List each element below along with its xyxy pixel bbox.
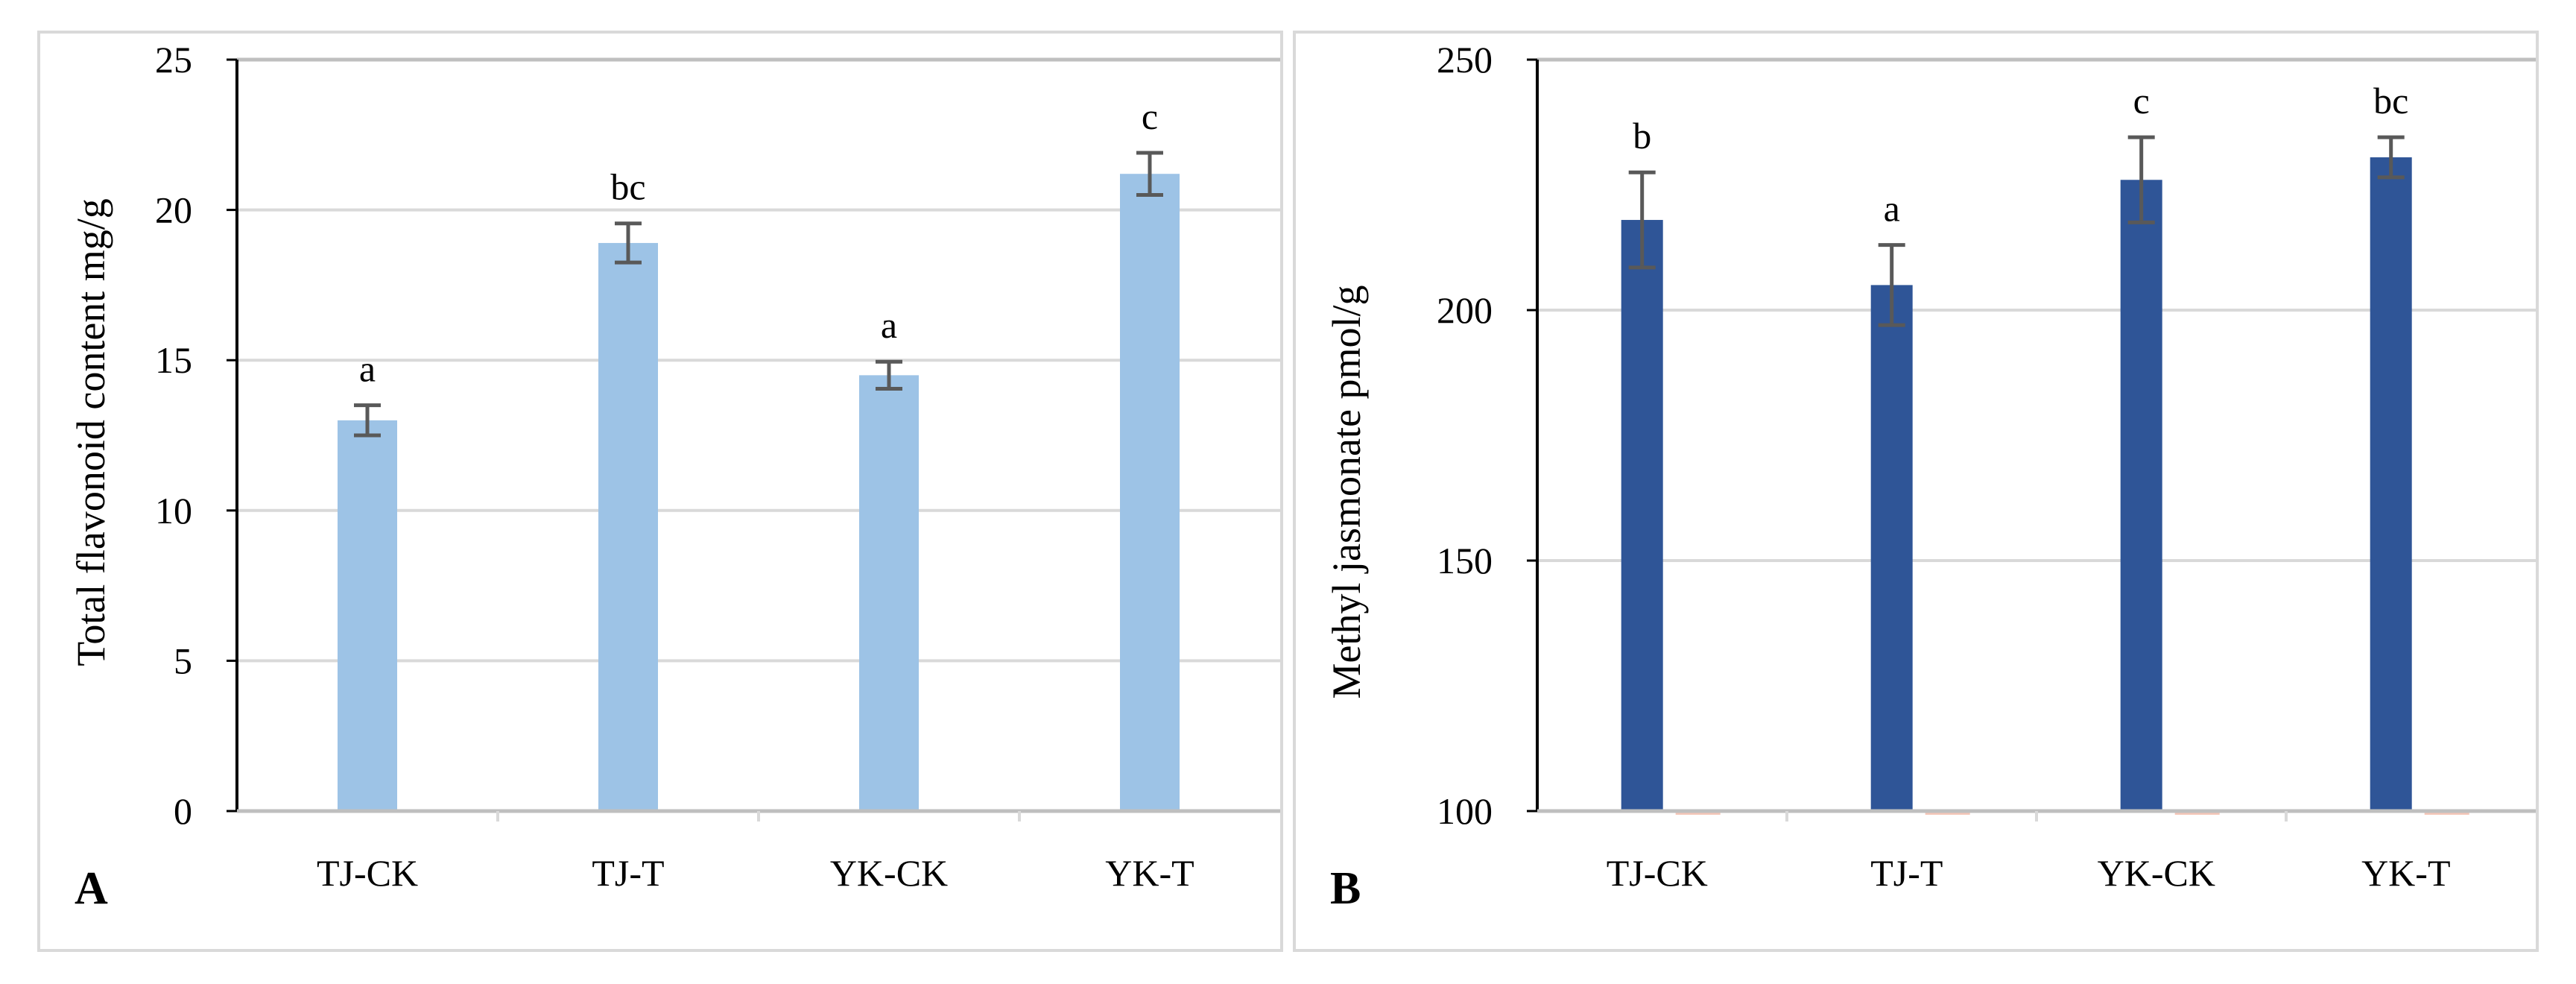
b-bar: [2370, 157, 2412, 812]
a-panel-letter: A: [75, 863, 108, 914]
a-bar: [859, 375, 919, 811]
b-y-axis-label: Methyl jasmonate pmol/g: [1324, 286, 1369, 699]
b-gridlines: [1537, 57, 2536, 562]
a-significance-labels: a bc a c: [359, 95, 1158, 390]
chart-a: 0 5 10 15 20 25 TJ-CK TJ-T YK-CK YK-T a bc a c Tota…: [69, 39, 1280, 914]
b-significance-labels: b a c bc: [1633, 80, 2408, 229]
a-y-tick-label: 20: [155, 189, 192, 231]
b-y-tick-label: 200: [1437, 289, 1493, 331]
b-bar: [2120, 180, 2162, 811]
a-y-tick-label: 0: [174, 790, 192, 832]
b-significance-label: bc: [2373, 80, 2408, 122]
a-category-label: YK-T: [1105, 852, 1194, 894]
b-category-label: YK-CK: [2098, 852, 2215, 894]
a-y-axis-label: Total flavonoid content mg/g: [69, 198, 113, 666]
b-category-label: TJ-T: [1870, 852, 1943, 894]
a-y-tick-label: 15: [155, 339, 192, 381]
a-category-label: TJ-CK: [317, 852, 418, 894]
a-y-tick-label: 25: [155, 39, 192, 81]
b-significance-label: a: [1884, 188, 1900, 230]
a-y-tick-labels: 0 5 10 15 20 25: [155, 39, 192, 832]
a-error-bars: [354, 151, 1163, 438]
a-y-tick-label: 5: [174, 640, 192, 681]
b-y-tick-labels: 100 150 200 250: [1437, 39, 1493, 832]
panel-b-frame: [1293, 31, 2539, 952]
a-category-label: YK-CK: [830, 852, 948, 894]
b-panel-letter: B: [1330, 863, 1361, 914]
a-significance-label: bc: [610, 166, 645, 208]
a-y-tick-label: 10: [155, 490, 192, 532]
b-significance-label: c: [2133, 80, 2150, 122]
b-bars: [1621, 157, 2469, 815]
a-bar: [1120, 174, 1180, 811]
a-bar: [338, 420, 397, 811]
b-category-labels: TJ-CK TJ-T YK-CK YK-T: [1607, 852, 2451, 894]
b-axes: [1527, 58, 2536, 821]
a-significance-label: c: [1142, 95, 1158, 137]
a-bar: [598, 242, 658, 811]
b-y-tick-label: 150: [1437, 540, 1493, 581]
b-category-label: TJ-CK: [1607, 852, 1708, 894]
b-bar: [1621, 220, 1663, 811]
panel-a-frame: [37, 31, 1283, 952]
a-category-labels: TJ-CK TJ-T YK-CK YK-T: [317, 852, 1194, 894]
b-y-tick-label: 100: [1437, 790, 1493, 832]
a-axes: [227, 58, 1280, 821]
a-category-label: TJ-T: [592, 852, 664, 894]
b-error-bars: [1628, 135, 2405, 327]
b-y-tick-label: 250: [1437, 39, 1493, 81]
b-significance-label: b: [1633, 115, 1651, 157]
a-bars: [338, 174, 1180, 811]
b-category-label: YK-T: [2361, 852, 2450, 894]
chart-b: 100 150 200 250 TJ-CK TJ-T YK-CK YK-T b a c bc Me…: [1324, 39, 2536, 914]
a-gridlines: [237, 57, 1280, 663]
b-bar: [1870, 285, 1913, 811]
a-significance-label: a: [881, 304, 897, 346]
a-significance-label: a: [359, 348, 376, 390]
